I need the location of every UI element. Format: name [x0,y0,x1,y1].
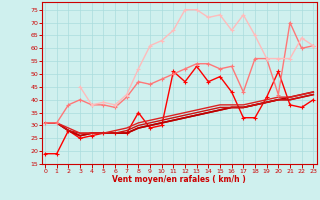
X-axis label: Vent moyen/en rafales ( km/h ): Vent moyen/en rafales ( km/h ) [112,175,246,184]
